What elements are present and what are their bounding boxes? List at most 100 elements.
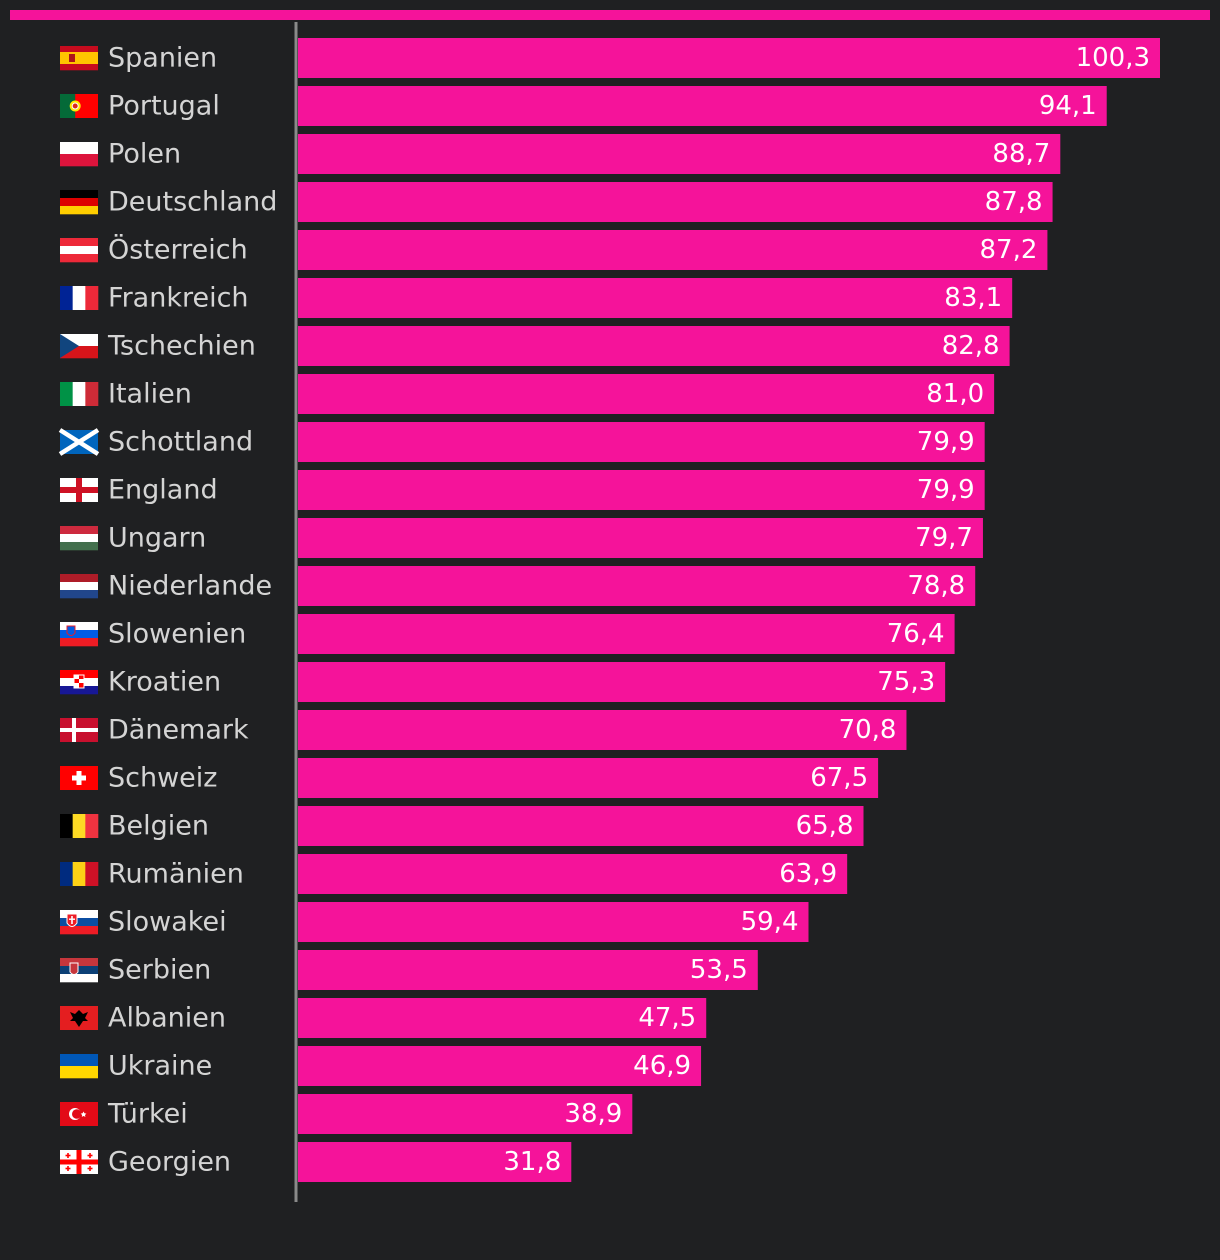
bar [298, 38, 1160, 78]
value-label: 81,0 [926, 379, 984, 409]
chart-row: 70,8 Dänemark [60, 710, 907, 750]
chart-row: 76,4 Slowenien [60, 614, 955, 654]
value-label: 47,5 [638, 1003, 696, 1033]
category-label: Ukraine [108, 1051, 212, 1082]
denmark-flag-icon [60, 718, 98, 742]
category-label: Belgien [108, 811, 209, 842]
chart-row: 38,9 Türkei [60, 1094, 633, 1134]
germany-flag-icon [60, 190, 98, 215]
england-flag-icon [60, 478, 98, 502]
category-label: Dänemark [108, 715, 249, 746]
georgia-flag-icon [60, 1150, 98, 1174]
chart-row: 67,5 Schweiz [60, 758, 879, 798]
category-label: Türkei [107, 1099, 188, 1130]
chart-row: 88,7 Polen [60, 134, 1061, 174]
chart-row: 53,5 Serbien [60, 950, 758, 990]
category-label: Ungarn [108, 523, 206, 554]
value-label: 79,9 [917, 427, 975, 457]
belgium-flag-icon [60, 814, 99, 838]
bar [298, 518, 983, 558]
category-label: Tschechien [107, 331, 256, 362]
value-label: 82,8 [942, 331, 1000, 361]
chart-rows: 100,3 Spanien 94,1 Portugal 88,7 Polen 87,8 Deu… [58, 38, 1160, 1182]
chart-row: 65,8 Belgien [60, 806, 864, 846]
category-label: Spanien [108, 43, 217, 74]
value-label: 79,9 [917, 475, 975, 505]
poland-flag-icon [60, 142, 98, 167]
value-label: 67,5 [810, 763, 868, 793]
bar [298, 1142, 572, 1182]
chart-row: 82,8 Tschechien [60, 326, 1010, 366]
value-label: 76,4 [887, 619, 945, 649]
chart-row: 79,7 Ungarn [60, 518, 983, 558]
category-label: England [108, 475, 218, 506]
bar [298, 278, 1013, 318]
croatia-flag-icon [60, 670, 98, 695]
chart-row: 46,9 Ukraine [60, 1046, 702, 1086]
category-label: Polen [108, 139, 181, 170]
chart-row: 75,3 Kroatien [60, 662, 946, 702]
chart-row: 63,9 Rumänien [60, 854, 848, 894]
austria-flag-icon [60, 238, 98, 263]
value-label: 87,8 [985, 187, 1043, 217]
bar [298, 374, 995, 414]
chart-row: 87,2 Österreich [60, 230, 1048, 270]
netherlands-flag-icon [60, 574, 98, 599]
chart-row: 59,4 Slowakei [60, 902, 809, 942]
italy-flag-icon [60, 382, 99, 406]
bar [298, 902, 809, 942]
chart-row: 87,8 Deutschland [60, 182, 1053, 222]
slovenia-flag-icon [60, 622, 98, 647]
albania-flag-icon [60, 1006, 98, 1030]
top-accent-line [10, 10, 1210, 20]
category-label: Deutschland [108, 187, 277, 218]
bar [298, 758, 879, 798]
bar [298, 566, 976, 606]
category-label: Niederlande [108, 571, 272, 602]
value-label: 87,2 [980, 235, 1038, 265]
value-label: 88,7 [992, 139, 1050, 169]
value-label: 75,3 [877, 667, 935, 697]
category-label: Frankreich [108, 283, 249, 314]
chart-row: 79,9 Schottland [58, 422, 985, 462]
bar [298, 710, 907, 750]
czechia-flag-icon [60, 334, 98, 359]
value-label: 59,4 [741, 907, 799, 937]
chart-row: 78,8 Niederlande [60, 566, 976, 606]
bar [298, 86, 1107, 126]
scotland-flag-icon [58, 428, 100, 456]
chart-row: 94,1 Portugal [60, 86, 1107, 126]
bar [298, 422, 985, 462]
category-label: Schweiz [108, 763, 217, 794]
bar [298, 662, 946, 702]
category-label: Kroatien [108, 667, 221, 698]
value-label: 38,9 [564, 1099, 622, 1129]
value-label: 46,9 [633, 1051, 691, 1081]
value-label: 94,1 [1039, 91, 1097, 121]
category-label: Slowenien [108, 619, 246, 650]
france-flag-icon [60, 286, 99, 310]
category-label: Albanien [108, 1003, 226, 1034]
value-label: 78,8 [907, 571, 965, 601]
chart-row: 47,5 Albanien [60, 998, 707, 1038]
value-label: 83,1 [944, 283, 1002, 313]
bar [298, 1094, 633, 1134]
value-label: 79,7 [915, 523, 973, 553]
chart-row: 81,0 Italien [60, 374, 995, 414]
value-label: 63,9 [779, 859, 837, 889]
hungary-flag-icon [60, 526, 98, 551]
value-label: 70,8 [839, 715, 897, 745]
category-label: Österreich [108, 234, 248, 266]
turkey-flag-icon [60, 1102, 98, 1126]
bar [298, 230, 1048, 270]
slovakia-flag-icon [60, 910, 98, 935]
category-label: Portugal [108, 91, 220, 122]
ukraine-flag-icon [60, 1054, 98, 1079]
category-label: Rumänien [108, 859, 244, 890]
bar [298, 470, 985, 510]
romania-flag-icon [60, 862, 99, 886]
bar [298, 950, 758, 990]
chart-row: 83,1 Frankreich [60, 278, 1013, 318]
spain-flag-icon [60, 46, 98, 71]
